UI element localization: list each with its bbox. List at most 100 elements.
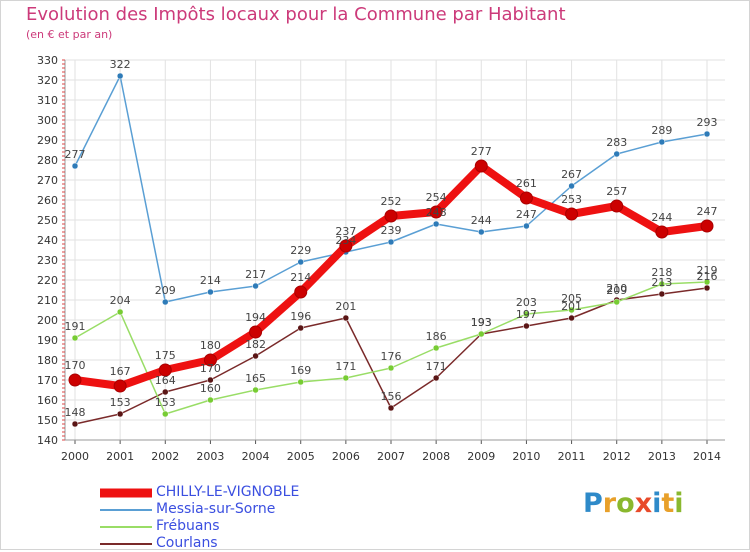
data-label: 193 <box>471 316 492 329</box>
y-tick-label: 280 <box>37 154 58 167</box>
data-label: 194 <box>245 311 266 324</box>
data-point <box>387 238 395 246</box>
data-label: 175 <box>155 349 176 362</box>
data-point <box>249 325 263 339</box>
logo-letter: i <box>652 488 662 519</box>
series-fr-buans <box>71 278 711 418</box>
y-tick-label: 300 <box>37 114 58 127</box>
x-tick-label: 2001 <box>106 450 134 463</box>
data-label: 205 <box>561 292 582 305</box>
x-tick-label: 2004 <box>242 450 270 463</box>
data-point <box>523 222 530 230</box>
x-tick-label: 2010 <box>512 450 540 463</box>
data-point <box>565 207 579 221</box>
data-label: 170 <box>65 359 86 372</box>
y-tick-label: 250 <box>37 214 58 227</box>
data-labels-messia-sur-sorne: 277 322 209 214 217 229 234 239 248 244 247 267 283 2… <box>65 58 718 297</box>
data-label: 169 <box>290 364 311 377</box>
data-point <box>523 310 530 318</box>
data-point <box>71 420 79 428</box>
data-point <box>71 162 79 170</box>
data-point <box>252 386 259 394</box>
data-label: 252 <box>381 195 402 208</box>
data-label: 244 <box>471 214 492 227</box>
data-label: 153 <box>155 396 176 409</box>
data-label: 191 <box>65 320 86 333</box>
data-label: 254 <box>426 191 447 204</box>
data-labels-chilly-le-vignoble: 170 167 175 180 194 214 237 252 254 277 261 253 257 2… <box>65 145 718 378</box>
data-point <box>252 352 259 360</box>
y-tick-label: 330 <box>37 54 58 67</box>
data-point <box>429 205 443 219</box>
x-tick-label: 2008 <box>422 450 450 463</box>
y-tick-label: 210 <box>37 294 58 307</box>
data-point <box>252 282 259 290</box>
data-point <box>162 388 169 396</box>
data-label: 209 <box>606 284 627 297</box>
data-point <box>113 379 127 393</box>
legend-swatch <box>100 542 152 545</box>
x-tick-label: 2014 <box>693 450 721 463</box>
data-point <box>116 308 124 316</box>
data-label: 229 <box>290 244 311 257</box>
data-point <box>297 258 304 266</box>
plot-area <box>65 60 725 440</box>
y-tick-label: 310 <box>37 94 58 107</box>
y-tick-label: 260 <box>37 194 58 207</box>
data-point <box>432 220 440 228</box>
data-point <box>162 410 169 418</box>
data-label: 209 <box>155 284 176 297</box>
data-label: 283 <box>606 136 627 149</box>
data-point <box>203 353 217 367</box>
data-label: 180 <box>200 339 221 352</box>
data-label: 165 <box>245 372 266 385</box>
data-label: 289 <box>651 124 672 137</box>
x-tick-label: 2013 <box>648 450 676 463</box>
data-point <box>342 314 350 322</box>
y-tick-label: 190 <box>37 334 58 347</box>
data-point <box>568 306 575 314</box>
y-tick-label: 290 <box>37 134 58 147</box>
y-tick-label: 140 <box>37 434 58 447</box>
data-label: 203 <box>516 296 537 309</box>
data-point <box>294 285 308 299</box>
data-label: 216 <box>697 270 718 283</box>
data-label: 186 <box>426 330 447 343</box>
legend-label: Frébuans <box>156 518 220 534</box>
x-tick-label: 2011 <box>558 450 586 463</box>
data-label: 201 <box>561 300 582 313</box>
data-point <box>432 344 440 352</box>
data-label: 213 <box>651 276 672 289</box>
data-label: 214 <box>290 271 311 284</box>
x-tick-label: 2009 <box>467 450 495 463</box>
data-point <box>703 130 711 138</box>
data-point <box>297 378 304 386</box>
data-label: 148 <box>65 406 86 419</box>
data-label: 160 <box>200 382 221 395</box>
data-label: 170 <box>200 362 221 375</box>
data-label: 267 <box>561 168 582 181</box>
data-label: 257 <box>606 185 627 198</box>
data-point <box>68 373 82 387</box>
data-point <box>474 159 488 173</box>
data-point <box>568 314 575 322</box>
data-label: 193 <box>471 316 492 329</box>
y-tick-label: 200 <box>37 314 58 327</box>
data-point <box>703 278 711 286</box>
y-tick-label: 170 <box>37 374 58 387</box>
data-point <box>342 374 350 382</box>
y-tick-label: 150 <box>37 414 58 427</box>
y-tick-label: 220 <box>37 274 58 287</box>
data-label: 322 <box>110 58 131 71</box>
y-tick-label: 320 <box>37 74 58 87</box>
y-tick-label: 230 <box>37 254 58 267</box>
data-point <box>387 364 395 372</box>
data-point <box>655 225 669 239</box>
data-point <box>658 138 666 146</box>
x-tick-label: 2006 <box>332 450 360 463</box>
data-label: 167 <box>110 365 131 378</box>
data-label: 237 <box>335 225 356 238</box>
